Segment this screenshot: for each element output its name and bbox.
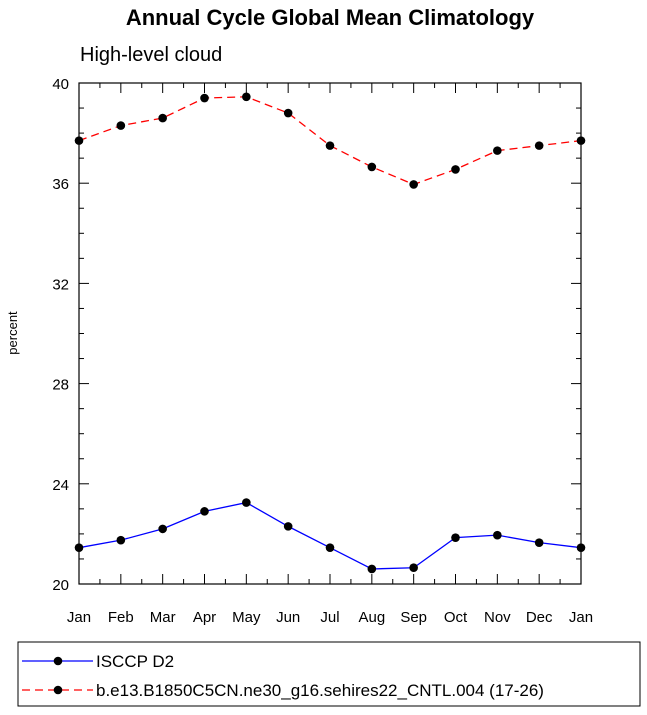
chart-subtitle: High-level cloud	[80, 44, 222, 66]
x-tick-label: Jan	[569, 609, 593, 626]
chart-title: Annual Cycle Global Mean Climatology	[126, 5, 535, 30]
x-tick-label: Mar	[150, 609, 176, 626]
legend-marker	[53, 685, 63, 695]
data-point	[576, 136, 586, 145]
series-lines	[74, 92, 586, 574]
plot-frame	[78, 82, 582, 585]
data-point	[200, 507, 209, 516]
data-point	[534, 538, 544, 547]
data-point	[451, 533, 460, 542]
data-point	[158, 524, 167, 534]
x-tick-label: Feb	[108, 609, 134, 626]
y-axis-label: percent	[5, 311, 20, 355]
data-point	[283, 522, 293, 531]
x-tick-label: Jul	[320, 609, 339, 626]
data-point	[200, 93, 209, 103]
y-tick-label: 40	[52, 76, 69, 93]
x-tick-label: Dec	[526, 609, 553, 626]
data-point	[493, 146, 502, 155]
x-tick-label: Oct	[444, 609, 468, 626]
series-2	[74, 92, 586, 189]
data-point	[242, 92, 251, 102]
data-point	[158, 113, 167, 123]
series-line	[78, 501, 582, 570]
data-point	[74, 543, 84, 552]
y-tick-label: 24	[52, 477, 69, 494]
series-line	[78, 96, 582, 186]
data-point	[409, 563, 418, 573]
y-tick-label: 20	[52, 577, 69, 594]
y-tick-label: 36	[52, 176, 69, 193]
x-tick-label: Apr	[193, 609, 216, 626]
legend-marker	[53, 656, 63, 666]
x-tick-label: Aug	[358, 609, 385, 626]
x-tick-label: Sep	[400, 609, 427, 626]
data-point	[367, 162, 377, 172]
data-point	[325, 141, 335, 150]
data-point	[534, 141, 544, 150]
data-point	[242, 498, 251, 507]
data-point	[283, 108, 293, 118]
data-point	[367, 564, 377, 574]
data-point	[451, 165, 460, 174]
x-tick-label: May	[232, 609, 261, 626]
x-tick-label: Jun	[276, 609, 300, 626]
legend-entry-2: b.e13.B1850C5CN.ne30_g16.sehires22_CNTL.…	[22, 681, 544, 700]
y-tick-label: 28	[52, 377, 69, 394]
legend-entry-1: ISCCP D2	[22, 652, 174, 671]
y-tick-label: 32	[52, 276, 69, 293]
legend-label: ISCCP D2	[96, 652, 174, 671]
legend: ISCCP D2 b.e13.B1850C5CN.ne30_g16.sehires…	[22, 652, 544, 700]
data-point	[576, 543, 586, 552]
legend-label: b.e13.B1850C5CN.ne30_g16.sehires22_CNTL.…	[96, 681, 544, 700]
data-point	[74, 136, 84, 145]
x-tick-label: Jan	[67, 609, 91, 626]
legend-box	[17, 641, 641, 707]
data-point	[493, 530, 502, 540]
data-point	[409, 180, 418, 189]
x-tick-label: Nov	[484, 609, 511, 626]
series-1	[74, 498, 586, 574]
data-point	[116, 535, 126, 545]
data-point	[325, 543, 335, 552]
axes: Jan Feb Mar Apr May Jun Jul Aug Sep Oct Nov Dec Jan 2…	[52, 76, 593, 626]
data-point	[116, 121, 126, 130]
